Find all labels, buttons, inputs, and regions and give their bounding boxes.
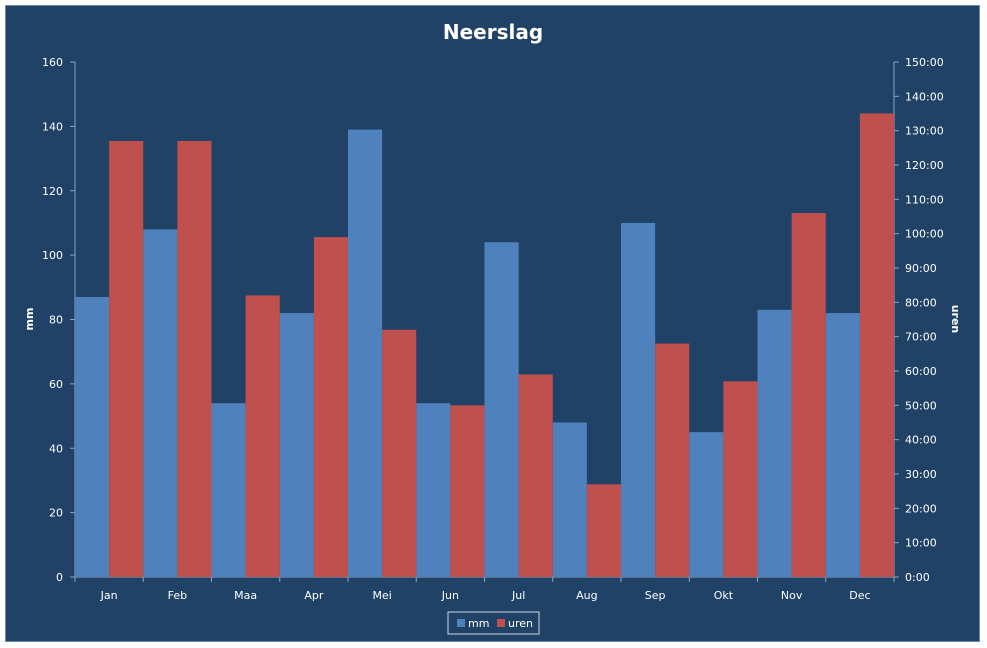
chart-title: Neerslag (443, 20, 543, 44)
bar-mm-Aug (552, 422, 587, 577)
bar-uren-Mei (382, 329, 417, 577)
y-right-tick-label: 70:00 (905, 331, 937, 344)
y-left-tick-label: 80 (49, 314, 63, 327)
x-tick-label: Dec (849, 589, 870, 602)
y-left-tick-label: 120 (42, 185, 63, 198)
x-tick-label: Feb (168, 589, 187, 602)
y-right-tick-label: 120:00 (905, 159, 944, 172)
y-left-axis-title: mm (23, 308, 36, 331)
y-left-tick-label: 40 (49, 442, 63, 455)
y-left-tick-label: 140 (42, 120, 63, 133)
y-right-tick-label: 140:00 (905, 90, 944, 103)
bar-uren-Jun (450, 405, 485, 577)
bar-mm-Apr (279, 313, 314, 577)
bar-mm-Maa (211, 403, 246, 577)
y-right-tick-label: 100:00 (905, 228, 944, 241)
x-tick-label: Nov (781, 589, 803, 602)
x-tick-label: Apr (304, 589, 324, 602)
x-tick-labels: Jan Feb Maa Apr Mei Jun Jul Aug Sep Okt Nov Dec (100, 589, 871, 602)
y-right-tick-label: 150:00 (905, 56, 944, 69)
x-tick-label: Sep (645, 589, 666, 602)
legend-box (447, 611, 540, 635)
bar-uren-Okt (723, 381, 758, 577)
bar-uren-Feb (177, 140, 212, 577)
y-left-tick-label: 60 (49, 378, 63, 391)
y-right-tick-label: 50:00 (905, 399, 937, 412)
bar-uren-Jan (109, 140, 144, 577)
y-right-tick-label: 40:00 (905, 434, 937, 447)
bar-mm-Mei (348, 129, 383, 577)
y-right-tick-labels: 0:00 10:00 20:00 30:00 40:00 50:00 60:00 70:00 8… (905, 56, 944, 584)
y-right-tick-label: 30:00 (905, 468, 937, 481)
y-right-tick-label: 130:00 (905, 125, 944, 138)
y-left-tick-label: 20 (49, 507, 63, 520)
bar-mm-Dec (825, 313, 860, 577)
bar-mm-Nov (757, 309, 792, 577)
y-right-tick-label: 10:00 (905, 537, 937, 550)
y-left-tick-label: 100 (42, 249, 63, 262)
bar-uren-Apr (313, 237, 348, 577)
y-left-tick-label: 0 (56, 571, 63, 584)
bar-uren-Maa (245, 295, 280, 577)
legend-swatch-mm (457, 619, 465, 627)
y-right-tick-label: 20:00 (905, 502, 937, 515)
y-right-axis-title: uren (949, 305, 962, 334)
y-left-tick-label: 160 (42, 56, 63, 69)
bar-mm-Sep (621, 222, 656, 577)
bar-mm-Jun (416, 403, 451, 577)
legend: mm uren (447, 611, 540, 635)
legend-label-mm: mm (468, 617, 489, 630)
y-left-tick-labels: 0 20 40 60 80 100 120 140 160 (42, 56, 63, 584)
y-right-tick-label: 60:00 (905, 365, 937, 378)
bar-mm-Okt (689, 432, 724, 577)
bar-uren-Jul (518, 374, 553, 577)
legend-label-uren: uren (508, 617, 533, 630)
y-right-tick-label: 90:00 (905, 262, 937, 275)
bar-mm-Jul (484, 242, 519, 577)
legend-swatch-uren (497, 619, 505, 627)
y-right-tick-label: 0:00 (905, 571, 930, 584)
bar-uren-Nov (791, 213, 826, 578)
x-tick-label: Maa (234, 589, 257, 602)
y-right-tick-label: 110:00 (905, 193, 944, 206)
bar-uren-Dec (859, 113, 894, 577)
x-tick-label: Jan (100, 589, 118, 602)
x-tick-label: Aug (576, 589, 597, 602)
x-tick-label: Mei (372, 589, 391, 602)
x-tick-label: Jun (441, 589, 459, 602)
y-right-tick-label: 80:00 (905, 296, 937, 309)
bars (75, 113, 894, 578)
bar-uren-Aug (586, 484, 621, 577)
bar-uren-Sep (655, 343, 690, 577)
bar-mm-Feb (143, 229, 178, 577)
bar-mm-Jan (75, 296, 110, 577)
x-tick-label: Jul (511, 589, 525, 602)
x-tick-label: Okt (714, 589, 734, 602)
